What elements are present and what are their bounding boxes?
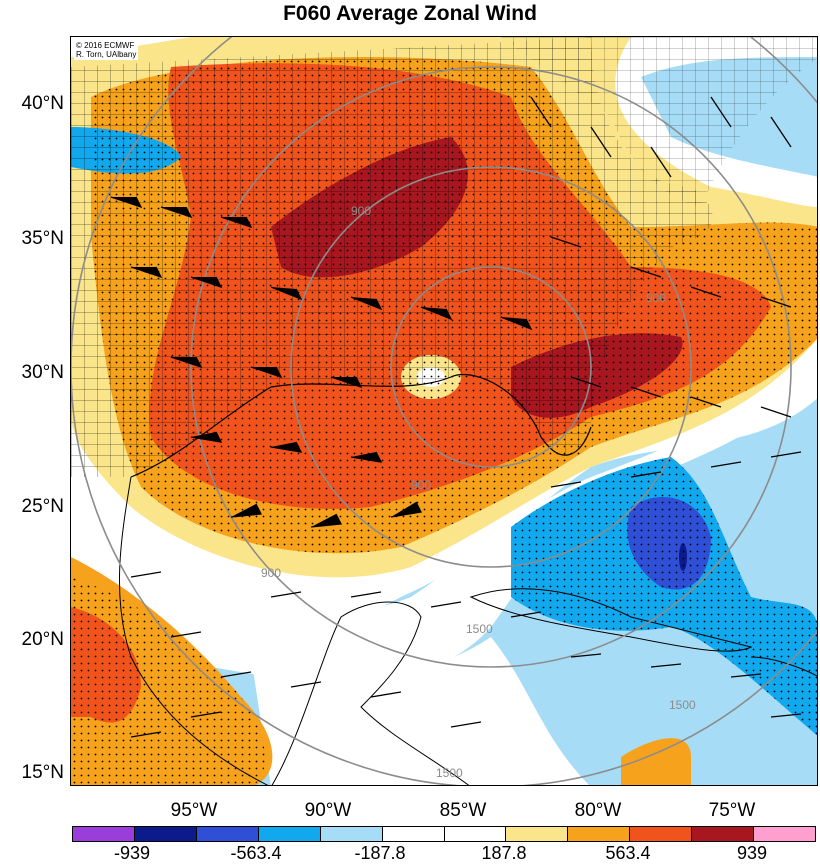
colorbar-swatch bbox=[692, 827, 755, 841]
colorbar-tick: 939 bbox=[736, 843, 768, 863]
colorbar-swatch bbox=[630, 827, 693, 841]
lon-label: 85°W bbox=[439, 800, 487, 821]
contour-label: 1500 bbox=[669, 698, 696, 712]
us-counties bbox=[71, 37, 713, 477]
white-south-region bbox=[251, 637, 590, 785]
colorbar-tick: -939 bbox=[113, 843, 151, 863]
contour-label: 900 bbox=[351, 204, 371, 218]
map-graphic: 900 900 900 900 1500 1500 1500 bbox=[71, 37, 817, 785]
lon-label: 95°W bbox=[170, 800, 218, 821]
mexico-coastline bbox=[118, 476, 269, 785]
wind-barbs bbox=[110, 96, 802, 738]
contour-label: 1500 bbox=[436, 766, 463, 780]
credit-line: © 2016 ECMWF bbox=[76, 41, 135, 50]
cuba-coastline bbox=[469, 588, 753, 652]
colorbar-swatch bbox=[196, 827, 259, 841]
orange-se-region bbox=[621, 738, 691, 785]
lat-label: 35°N bbox=[21, 228, 64, 249]
colorbar-tick: 187.8 bbox=[481, 843, 527, 863]
colorbar-swatch bbox=[258, 827, 321, 841]
colorbar-swatch bbox=[754, 827, 816, 841]
lat-label: 40°N bbox=[21, 93, 64, 114]
colorbar-swatch bbox=[134, 827, 197, 841]
colorbar-swatch bbox=[568, 827, 631, 841]
colorbar-tick: -563.4 bbox=[230, 843, 282, 863]
colorbar-swatch bbox=[382, 827, 445, 841]
lon-label: 80°W bbox=[574, 800, 622, 821]
colorbar-tick: -187.8 bbox=[354, 843, 406, 863]
contour-label: 900 bbox=[411, 478, 431, 492]
colorbar bbox=[72, 826, 816, 842]
credit-box: © 2016 ECMWF R. Torn, UAlbany bbox=[74, 40, 139, 60]
lon-label: 75°W bbox=[708, 800, 756, 821]
lon-label: 90°W bbox=[304, 800, 352, 821]
lat-label: 25°N bbox=[21, 496, 64, 517]
hispaniola-coastline bbox=[750, 656, 817, 677]
colorbar-swatch bbox=[320, 827, 383, 841]
chart-title: F060 Average Zonal Wind bbox=[283, 2, 537, 25]
map-panel: 900 900 900 900 1500 1500 1500 bbox=[70, 36, 818, 786]
contour-label: 900 bbox=[646, 291, 666, 305]
range-rings bbox=[71, 37, 817, 785]
credit-line: R. Torn, UAlbany bbox=[76, 50, 137, 59]
lat-label: 15°N bbox=[21, 762, 64, 783]
colorbar-swatch bbox=[73, 827, 135, 841]
colorbar-swatch bbox=[444, 827, 507, 841]
colorbar-tick: 563.4 bbox=[605, 843, 651, 863]
lat-label: 30°N bbox=[21, 362, 64, 383]
lat-label: 20°N bbox=[21, 629, 64, 650]
contour-label: 1500 bbox=[466, 622, 493, 636]
colorbar-swatch bbox=[506, 827, 569, 841]
ne-counties bbox=[501, 37, 817, 207]
contour-label: 900 bbox=[261, 566, 281, 580]
